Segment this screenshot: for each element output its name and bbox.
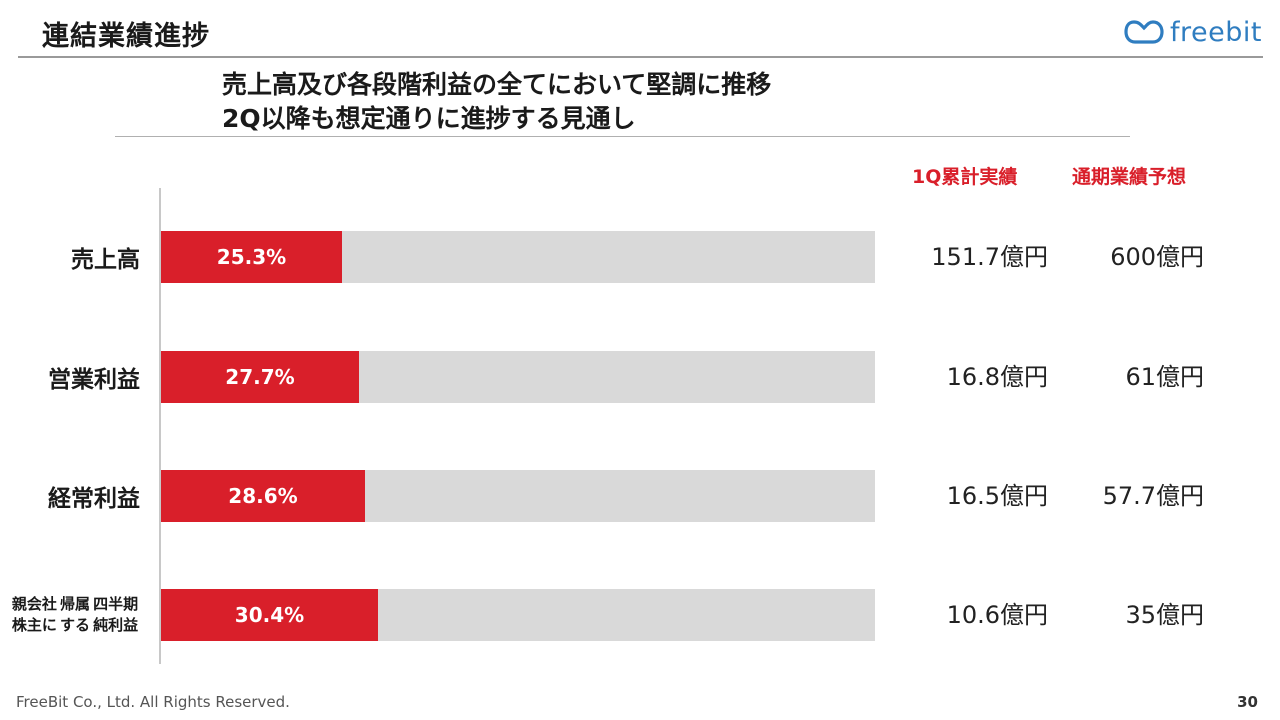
- forecast-value: 35億円: [1125, 601, 1204, 629]
- chart-row: 売上高 25.3% 151.7億円 600億円: [0, 231, 1280, 283]
- bar-value-label: 27.7%: [225, 365, 295, 389]
- category-label-line: 営業利益: [48, 367, 140, 393]
- logo-text: freebit: [1170, 16, 1262, 48]
- bar: [161, 351, 359, 403]
- chart-row: 営業利益 27.7% 16.8億円 61億円: [0, 351, 1280, 403]
- slide-subtitle: 売上高及び各段階利益の全てにおいて堅調に推移 2Q以降も想定通りに進捗する見通し: [222, 68, 771, 136]
- actual-value: 151.7億円: [931, 243, 1048, 271]
- category-label-line: 親会社株主に: [11, 595, 57, 634]
- category-label: 親会社株主に 帰属する 四半期純利益: [10, 573, 140, 657]
- cloud-logo-icon: [1124, 20, 1164, 44]
- page-title: 連結業績進捗: [42, 21, 210, 52]
- bar: [161, 589, 378, 641]
- column-header-actual: 1Q累計実績: [912, 166, 1018, 188]
- title-divider: [18, 56, 1263, 58]
- bar-value-label: 28.6%: [228, 484, 298, 508]
- forecast-value: 600億円: [1110, 243, 1204, 271]
- subtitle-line-2: 2Q以降も想定通りに進捗する見通し: [222, 104, 636, 133]
- bar: [161, 231, 342, 283]
- bar-value-label: 30.4%: [234, 603, 305, 627]
- subtitle-line-1: 売上高及び各段階利益の全てにおいて堅調に推移: [222, 70, 772, 99]
- actual-value: 16.8億円: [946, 363, 1048, 391]
- subtitle-divider: [115, 136, 1130, 137]
- forecast-value: 57.7億円: [1102, 482, 1204, 510]
- forecast-value: 61億円: [1125, 363, 1204, 391]
- category-label-line: 帰属する: [59, 595, 90, 634]
- category-label-line: 経常利益: [48, 486, 140, 512]
- bar-track: 27.7%: [161, 351, 875, 403]
- chart-row: 親会社株主に 帰属する 四半期純利益 30.4% 10.6億円 35億円: [0, 589, 1280, 641]
- actual-value: 10.6億円: [946, 601, 1048, 629]
- bar-track: 30.4%: [161, 589, 875, 641]
- category-label: 営業利益: [48, 351, 140, 403]
- chart-row: 経常利益 28.6% 16.5億円 57.7億円: [0, 470, 1280, 522]
- bar: [161, 470, 365, 522]
- bar-track: 28.6%: [161, 470, 875, 522]
- bar-value-label: 25.3%: [216, 245, 287, 269]
- category-label-line: 四半期純利益: [93, 595, 139, 634]
- category-label-line: 売上高: [71, 247, 140, 273]
- freebit-logo: freebit: [1124, 14, 1262, 50]
- bar-track: 25.3%: [161, 231, 875, 283]
- column-header-forecast: 通期業績予想: [1072, 166, 1187, 188]
- chart-axis-line: [159, 188, 161, 664]
- page-number: 30: [1237, 693, 1258, 711]
- actual-value: 16.5億円: [946, 482, 1048, 510]
- category-label: 経常利益: [48, 470, 140, 522]
- footer-copyright: FreeBit Co., Ltd. All Rights Reserved.: [16, 693, 290, 711]
- category-label: 売上高: [71, 231, 140, 283]
